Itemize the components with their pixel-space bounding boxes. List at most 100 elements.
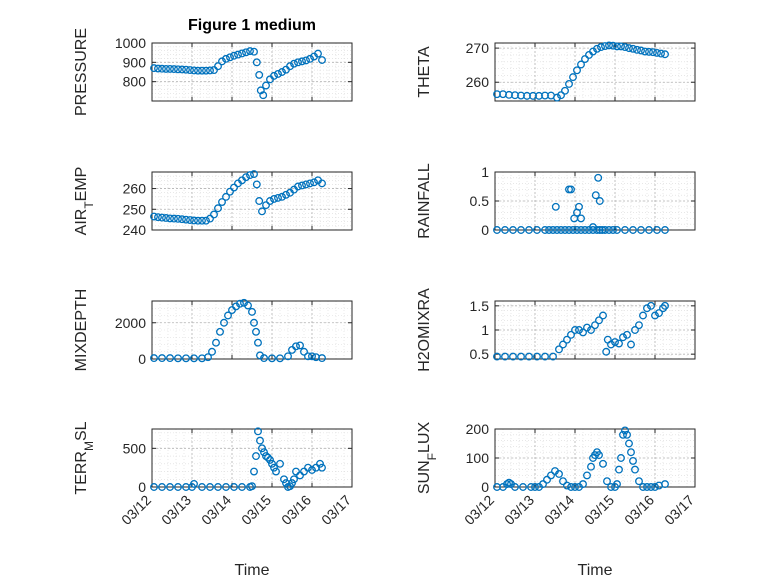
data-point [599,311,607,320]
data-point [643,483,651,491]
data-point [601,226,609,234]
y-tick-label: 0 [481,222,489,238]
data-point [298,181,306,190]
y-tick-label: 0 [481,479,489,495]
data-point [198,66,206,75]
data-point [252,180,261,189]
data-point [599,459,607,468]
data-point [182,354,190,363]
x-tick-label: 03/14 [198,492,234,528]
data-point [266,455,274,464]
data-point [569,73,577,82]
data-point [545,226,553,234]
y-axis-label: RAINFALL [416,163,433,239]
panel-mixdepth: 0 2000 MIXDEPTH [73,289,353,371]
data-point [274,69,282,78]
x-tick-label: 03/13 [158,492,194,528]
data-point [525,352,533,361]
data-point [248,482,256,491]
data-point [278,192,286,201]
data-point [162,64,170,73]
data-point [206,214,214,223]
data-point [230,183,238,192]
data-point [539,480,547,489]
data-point [501,226,509,234]
data-point [250,170,258,179]
data-point [511,483,519,491]
data-point [555,345,563,354]
y-tick-label: 500 [123,440,147,456]
data-point [272,467,280,476]
data-point [643,304,651,313]
data-point [587,462,595,471]
data-point [198,216,206,225]
y-tick-label: 240 [123,222,147,238]
data-point [292,342,300,351]
y-axis-label: H2OMIXRA [416,288,433,372]
data-point [621,426,629,435]
data-point [194,66,202,75]
data-point [509,226,517,234]
data-point [198,483,206,491]
data-point [154,64,162,73]
data-point [174,483,182,491]
data-point [252,58,261,67]
data-point [655,309,663,318]
data-point [661,226,669,234]
x-tick-label: 03/12 [118,492,154,528]
data-point [591,191,600,200]
axes-background [152,43,352,101]
data-point [150,354,158,363]
data-point [186,216,194,225]
data-point [150,483,158,491]
y-axis-label: SUNFLUX [416,422,439,495]
data-point [158,64,166,73]
data-point [567,330,575,339]
data-point [190,479,198,488]
data-point [259,91,268,100]
data-point [557,226,565,234]
data-point [635,477,643,486]
data-point [262,81,270,90]
data-point [609,226,617,234]
data-point [154,213,162,222]
data-point [547,471,555,480]
x-tick-label: 03/13 [501,492,537,528]
data-point [533,226,541,234]
data-point [645,226,653,234]
data-point [603,477,611,486]
data-point [527,483,535,491]
data-point [318,179,326,188]
data-point [661,480,669,489]
y-tick-label: 0.5 [470,346,490,362]
y-tick-label: 260 [466,74,490,90]
data-point [202,66,210,75]
data-point [226,53,234,62]
data-point [214,204,222,213]
x-tick-label: 03/16 [621,492,657,528]
panel-sun-flux: 0 100 200 03/12 03/13 03/14 03/15 03/16 03/17 SUN… [416,421,697,528]
data-point [583,323,591,332]
data-point [621,226,629,234]
data-point [260,354,268,363]
data-point [222,483,230,491]
data-point [190,66,198,75]
y-tick-label: 0 [138,351,146,367]
data-point [597,43,605,52]
data-point [627,448,635,457]
data-point [559,477,567,486]
data-point [639,311,647,320]
data-point [625,439,633,448]
data-point [565,226,573,234]
data-point [250,47,258,56]
data-point [573,66,581,75]
data-point [613,42,621,51]
data-point [651,483,659,491]
data-point [657,49,665,58]
data-point [647,483,655,491]
panel-theta: 260 270 THETA [416,40,696,102]
data-point [238,49,246,58]
y-tick-label: 260 [123,181,147,197]
axes-frame [151,42,353,102]
